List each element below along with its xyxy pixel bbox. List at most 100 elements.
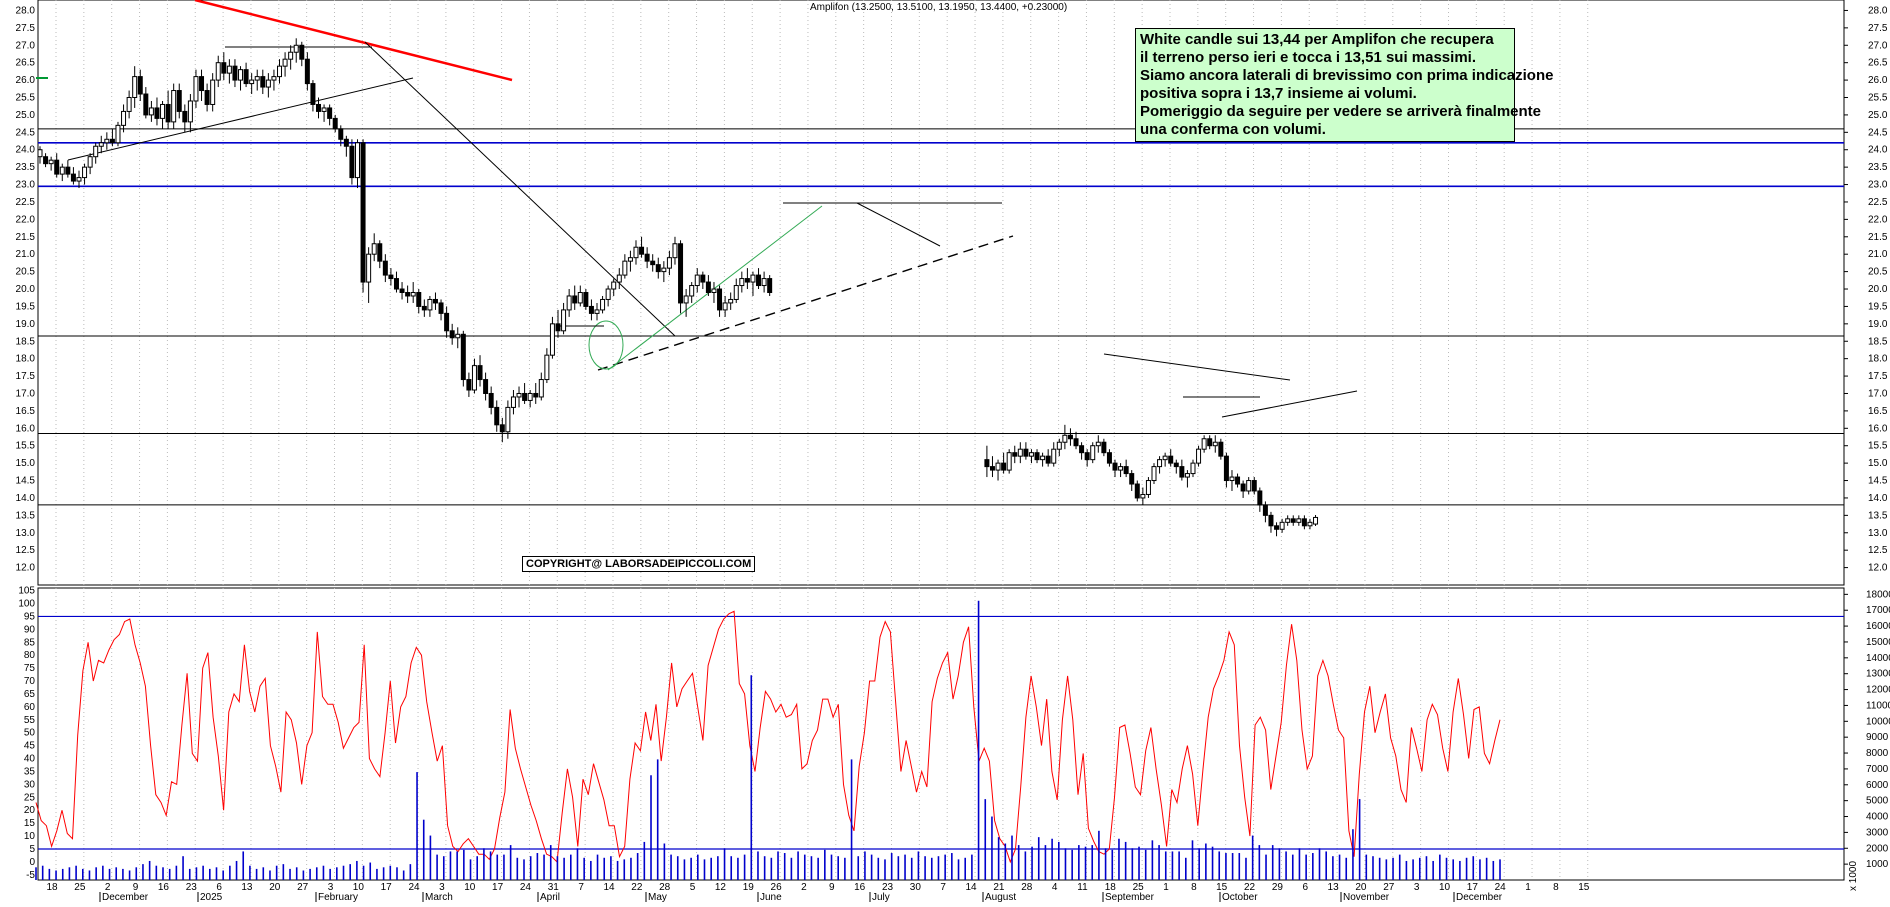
day-tick-label: 9 (829, 882, 835, 893)
candle-body (327, 107, 333, 119)
candle-body (382, 260, 388, 276)
candle-body (1101, 441, 1107, 454)
candle-body (70, 173, 76, 182)
candle-body (1229, 476, 1235, 482)
candle-body (549, 323, 555, 356)
candle-body (1307, 521, 1313, 527)
day-tick-label: 18 (1105, 882, 1117, 893)
price-tick-label-left: 21.0 (16, 249, 36, 260)
oscillator-tick-label: 105 (18, 586, 35, 597)
candle-body (683, 295, 689, 304)
candle-body (1090, 445, 1096, 461)
candle-body (572, 295, 578, 304)
oscillator-tick-label: 50 (24, 728, 36, 739)
candle-body (148, 107, 154, 116)
price-tick-label-right: 26.5 (1868, 58, 1888, 69)
price-tick-label-left: 17.0 (16, 388, 36, 399)
day-tick-label: 20 (269, 882, 281, 893)
candle-body (360, 142, 366, 283)
candle-body (338, 128, 344, 140)
candle-body (605, 288, 611, 300)
candle-body (1196, 448, 1202, 464)
oscillator-tick-label: 70 (24, 676, 36, 687)
day-tick-label: 18 (46, 882, 58, 893)
candle-body (343, 138, 349, 147)
candle-body (421, 305, 427, 311)
month-label: 2025 (200, 892, 223, 902)
downtrend-line (364, 41, 676, 337)
price-tick-label-left: 20.0 (16, 284, 36, 295)
oscillator-tick-label: 40 (24, 754, 36, 765)
day-tick-label: 13 (241, 882, 253, 893)
candle-body (767, 278, 773, 294)
candle-body (54, 159, 60, 175)
candle-body (527, 392, 533, 401)
candle-body (210, 79, 216, 105)
day-tick-label: 31 (548, 882, 560, 893)
price-tick-label-left: 26.5 (16, 58, 36, 69)
volume-tick-label: 8000 (1866, 748, 1889, 759)
day-tick-label: 28 (659, 882, 671, 893)
price-tick-label-left: 12.0 (16, 563, 36, 574)
oscillator-tick-label: 0 (29, 857, 35, 868)
volume-tick-label: 17000 (1866, 605, 1890, 616)
day-tick-label: 30 (910, 882, 922, 893)
oscillator-tick-label: 90 (24, 624, 36, 635)
candle-body (616, 274, 622, 283)
candle-body (477, 365, 483, 381)
price-tick-label-left: 27.0 (16, 40, 36, 51)
candle-body (460, 333, 466, 381)
day-tick-label: 28 (1021, 882, 1033, 893)
day-tick-label: 2 (801, 882, 807, 893)
oscillator-tick-label: 25 (24, 792, 36, 803)
oscillator-tick-label: 35 (24, 766, 36, 777)
volume-tick-label: 16000 (1866, 621, 1890, 632)
candle-body (1028, 452, 1034, 457)
day-tick-label: 25 (1133, 882, 1145, 893)
price-tick-label-right: 18.0 (1868, 354, 1888, 365)
candle-body (1162, 455, 1168, 461)
candle-body (399, 288, 405, 293)
candle-body (510, 396, 516, 408)
day-tick-label: 8 (1553, 882, 1559, 893)
price-tick-label-left: 23.5 (16, 162, 36, 173)
volume-tick-label: 11000 (1866, 700, 1890, 711)
candle-body (622, 260, 628, 276)
candle-body (1285, 518, 1291, 523)
candle-body (416, 292, 422, 307)
candle-body (600, 298, 606, 311)
price-tick-label-right: 25.0 (1868, 110, 1888, 121)
month-label: February (318, 892, 358, 902)
oscillator-tick-label: 80 (24, 650, 36, 661)
price-tick-label-right: 25.5 (1868, 93, 1888, 104)
price-tick-label-left: 28.0 (16, 5, 36, 16)
candle-body (1106, 452, 1112, 464)
day-tick-label: 3 (328, 882, 334, 893)
day-tick-label: 21 (993, 882, 1005, 893)
candle-body (65, 166, 71, 175)
oct-up-line (1221, 390, 1358, 418)
candle-body (221, 62, 227, 74)
candle-body (561, 309, 567, 332)
price-tick-label-right: 16.0 (1868, 423, 1888, 434)
candle-body (661, 267, 667, 273)
price-tick-label-left: 24.0 (16, 145, 36, 156)
candle-body (717, 288, 723, 311)
candle-body (655, 264, 661, 273)
candle-body (483, 379, 489, 394)
support-trendline (67, 77, 414, 161)
candle-body (1001, 462, 1007, 471)
candle-body (1168, 455, 1174, 464)
resistance-trendline (194, 0, 513, 82)
candle-body (254, 76, 260, 81)
candle-body (744, 278, 750, 283)
price-tick-label-left: 21.5 (16, 232, 36, 243)
candle-body (1062, 434, 1068, 443)
price-tick-label-right: 23.0 (1868, 180, 1888, 191)
price-tick-label-right: 21.0 (1868, 249, 1888, 260)
day-tick-label: 24 (520, 882, 532, 893)
price-tick-label-right: 17.0 (1868, 388, 1888, 399)
candle-body (1296, 518, 1302, 523)
candle-body (694, 274, 700, 287)
price-tick-label-left: 17.5 (16, 371, 36, 382)
